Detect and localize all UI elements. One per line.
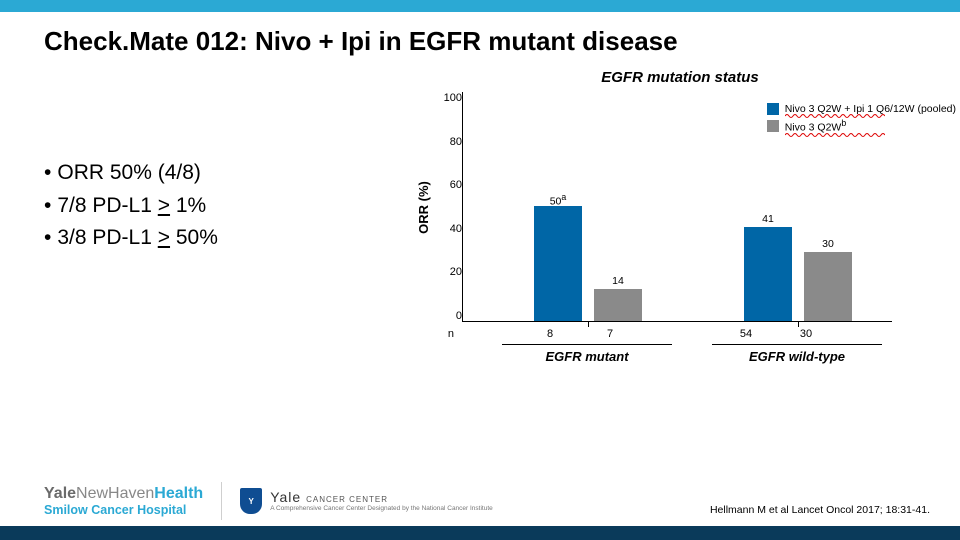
logo-text: NewHaven [76, 485, 154, 502]
bullet-text: ORR 50% (4/8) [57, 157, 201, 190]
slide: { "accent_color": "#2ba9d4", "bottom_bar… [0, 0, 960, 540]
bar-value-label: 30 [804, 238, 852, 250]
plot-area: 50a144130 [462, 92, 892, 322]
ycc-text: Yale CANCER CENTER A Comprehensive Cance… [270, 489, 493, 512]
bullet-item: • 3/8 PD-L1 > 50% [44, 222, 384, 255]
bullet-text: 7/8 PD-L1 > 1% [57, 190, 206, 223]
chart-region: EGFR mutation status Nivo 3 Q2W + Ipi 1 … [410, 69, 950, 364]
bar: 41 [744, 227, 792, 321]
bar: 30 [804, 252, 852, 321]
chart-title: EGFR mutation status [410, 69, 950, 86]
ynhh-line2: Smilow Cancer Hospital [44, 503, 203, 517]
logo-divider [221, 482, 222, 520]
ycc-line2: A Comprehensive Cancer Center Designated… [270, 505, 493, 512]
category-label: EGFR mutant [502, 344, 672, 364]
n-value: 30 [776, 328, 836, 340]
y-axis-label-col: ORR (%) [410, 92, 436, 322]
bullet-item: • 7/8 PD-L1 > 1% [44, 190, 384, 223]
ynhh-logo: YaleNewHavenHealth Smilow Cancer Hospita… [44, 485, 203, 517]
slide-title: Check.Mate 012: Nivo + Ipi in EGFR mutan… [0, 12, 960, 69]
accent-bar-bottom [0, 526, 960, 540]
n-value: 54 [716, 328, 776, 340]
n-label: n [410, 328, 462, 340]
bar-value-label: 14 [594, 275, 642, 287]
n-value: 7 [580, 328, 640, 340]
bullet-marker: • [44, 157, 51, 190]
bullet-text-b: 50% [176, 226, 218, 249]
logo-text: Health [154, 485, 203, 502]
y-tick-label: 60 [450, 179, 462, 191]
bar-group: 4130 [713, 227, 883, 321]
y-axis-label: ORR (%) [416, 181, 431, 234]
y-tick-label: 100 [444, 92, 462, 104]
y-tick-label: 20 [450, 266, 462, 278]
accent-bar-top [0, 0, 960, 12]
footer: YaleNewHavenHealth Smilow Cancer Hospita… [0, 468, 960, 540]
logo-text: Yale [44, 485, 76, 502]
y-tick-label: 80 [450, 136, 462, 148]
bar-value-label: 41 [744, 213, 792, 225]
bullet-item: • ORR 50% (4/8) [44, 157, 384, 190]
bullet-text: 3/8 PD-L1 > 50% [57, 222, 218, 255]
ynhh-line1: YaleNewHavenHealth [44, 485, 203, 503]
shield-icon: Y [240, 488, 262, 514]
n-value: 8 [520, 328, 580, 340]
bullet-underline: > [158, 194, 170, 217]
bullet-text-a: 3/8 PD-L1 [57, 226, 152, 249]
ycc-line1: Yale CANCER CENTER [270, 489, 493, 505]
bullet-list: • ORR 50% (4/8) • 7/8 PD-L1 > 1% • 3/8 P… [44, 69, 384, 255]
bullet-marker: • [44, 190, 51, 223]
bar-value-label: 50a [534, 192, 582, 208]
bullet-text-b: 1% [176, 194, 206, 217]
category-row: EGFR mutant EGFR wild-type [410, 344, 950, 364]
body-row: • ORR 50% (4/8) • 7/8 PD-L1 > 1% • 3/8 P… [0, 69, 960, 364]
n-row: n 87 5430 [410, 328, 950, 340]
citation: Hellmann M et al Lancet Oncol 2017; 18:3… [710, 504, 930, 516]
logo-row: YaleNewHavenHealth Smilow Cancer Hospita… [44, 482, 493, 520]
bullet-underline: > [158, 226, 170, 249]
logo-text: Yale [270, 489, 301, 505]
bar: 50a [534, 206, 582, 321]
ycc-logo: Y Yale CANCER CENTER A Comprehensive Can… [240, 488, 493, 514]
bar-group: 50a 14 [503, 206, 673, 321]
y-axis-ticks: 100806040200 [436, 92, 462, 322]
bullet-marker: • [44, 222, 51, 255]
bar: 14 [594, 289, 642, 321]
bullet-text-a: 7/8 PD-L1 [57, 194, 152, 217]
y-tick-label: 40 [450, 223, 462, 235]
category-label: EGFR wild-type [712, 344, 882, 364]
logo-text: CANCER CENTER [306, 495, 388, 504]
spacer [410, 344, 462, 364]
chart-canvas: ORR (%) 100806040200 50a144130 [410, 92, 950, 322]
